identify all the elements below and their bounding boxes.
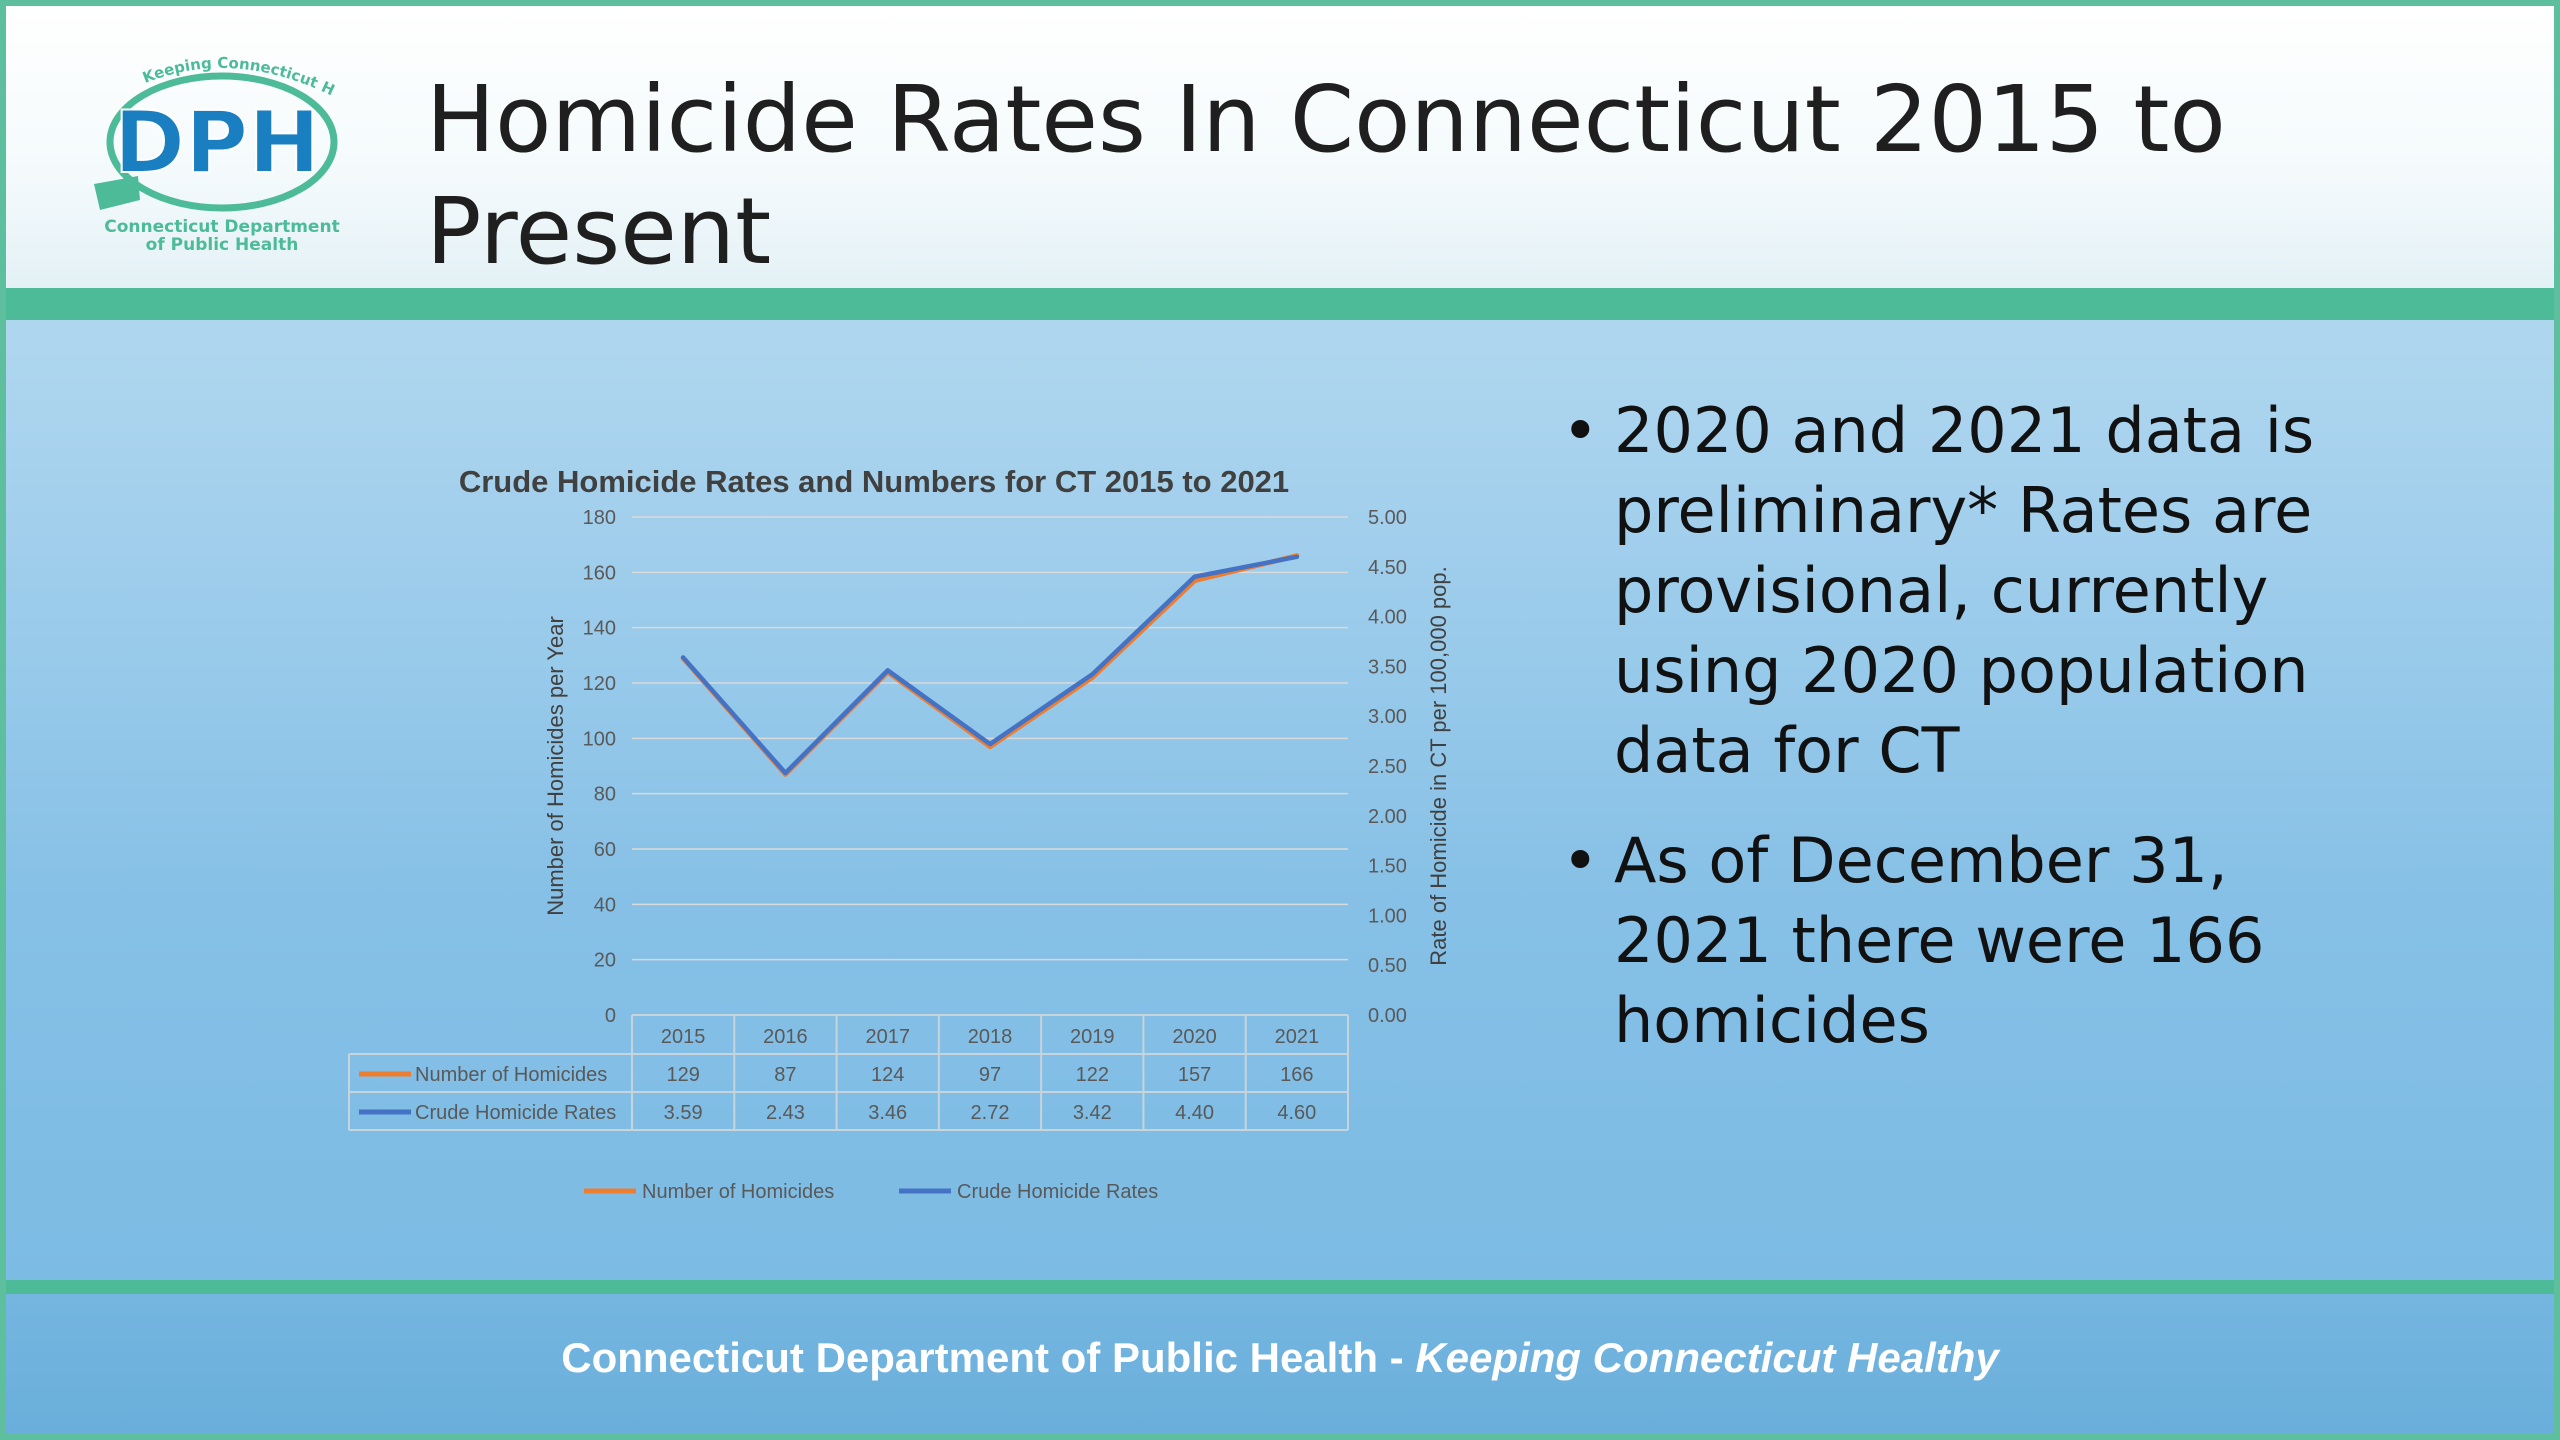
bullet-item: As of December 31, 2021 there were 166 h… <box>1556 821 2376 1061</box>
y-right-tick-label: 0.00 <box>1368 1005 1407 1027</box>
logo-name: DPH <box>114 93 320 193</box>
y-left-tick-label: 80 <box>594 784 616 806</box>
y-right-tick-label: 1.50 <box>1368 856 1407 878</box>
chart-ticks: 0 20 40 60 80 100 120 140 160 180 0.00 0.50 1.00 1.50… <box>583 507 1407 1027</box>
y-right-tick-label: 3.00 <box>1368 706 1407 728</box>
category-label: 2019 <box>1070 1026 1115 1048</box>
table-value: 2.72 <box>971 1102 1010 1124</box>
y-left-tick-label: 100 <box>583 728 616 750</box>
series-line-crude-homicide-rates <box>680 554 1300 776</box>
table-value: 122 <box>1076 1064 1109 1086</box>
table-value: 3.42 <box>1073 1102 1112 1124</box>
table-value: 157 <box>1178 1064 1211 1086</box>
legend-entry: Crude Homicide Rates <box>957 1181 1158 1203</box>
logo-ring <box>106 72 338 212</box>
legend-entry: Number of Homicides <box>642 1181 834 1203</box>
table-value: 97 <box>979 1064 1001 1086</box>
y-left-tick-label: 40 <box>594 894 616 916</box>
table-value: 4.40 <box>1175 1102 1214 1124</box>
y-left-tick-label: 60 <box>594 839 616 861</box>
y-right-tick-label: 1.00 <box>1368 905 1407 927</box>
connecticut-state-icon <box>94 176 140 210</box>
y-right-tick-label: 3.50 <box>1368 656 1407 678</box>
y-right-axis-label: Rate of Homicide in CT per 100,000 pop. <box>1426 566 1451 966</box>
footer-tagline: Keeping Connecticut Healthy <box>1415 1334 1999 1381</box>
slide-title: Homicide Rates In Connecticut 2015 to Pr… <box>426 66 2226 285</box>
y-left-tick-label: 120 <box>583 673 616 695</box>
table-value: 2.43 <box>766 1102 805 1124</box>
footer: Connecticut Department of Public Health … <box>6 1294 2554 1434</box>
y-left-tick-label: 160 <box>583 562 616 584</box>
header: Keeping Connecticut Healthy DPH Connecti… <box>6 6 2554 288</box>
logo-line1: Connecticut Department <box>104 217 339 237</box>
y-left-tick-label: 180 <box>583 507 616 529</box>
chart-lines <box>680 553 1300 777</box>
category-label: 2018 <box>968 1026 1013 1048</box>
footer-separator: - <box>1378 1334 1416 1381</box>
dph-logo: Keeping Connecticut Healthy DPH Connecti… <box>92 50 340 255</box>
slide: Keeping Connecticut Healthy DPH Connecti… <box>6 6 2554 1434</box>
homicide-chart: Crude Homicide Rates and Numbers for CT … <box>348 464 1451 1203</box>
chart-title: Crude Homicide Rates and Numbers for CT … <box>459 464 1289 499</box>
chart-data-table: 2015 2016 2017 2018 2019 2020 2021 Number of Ho… <box>348 1014 1349 1131</box>
y-left-tick-label: 0 <box>605 1005 616 1027</box>
table-series-label: Crude Homicide Rates <box>415 1102 616 1124</box>
y-right-tick-label: 4.50 <box>1368 557 1407 579</box>
table-value: 129 <box>666 1064 699 1086</box>
table-value: 4.60 <box>1277 1102 1316 1124</box>
table-value: 166 <box>1280 1064 1313 1086</box>
category-label: 2015 <box>661 1026 706 1048</box>
logo-line2: of Public Health <box>146 235 299 255</box>
y-right-tick-label: 5.00 <box>1368 507 1407 529</box>
table-value: 3.59 <box>664 1102 703 1124</box>
bullet-item: 2020 and 2021 data is preliminary* Rates… <box>1556 391 2376 791</box>
table-value: 124 <box>871 1064 904 1086</box>
footer-text: Connecticut Department of Public Health … <box>6 1334 2554 1382</box>
y-right-tick-label: 4.00 <box>1368 607 1407 629</box>
category-label: 2021 <box>1275 1026 1320 1048</box>
chart-grid <box>632 516 1348 961</box>
table-value: 3.46 <box>868 1102 907 1124</box>
category-label: 2016 <box>763 1026 808 1048</box>
footer-divider <box>6 1280 2554 1294</box>
y-left-tick-label: 20 <box>594 950 616 972</box>
y-left-axis-label: Number of Homicides per Year <box>543 616 568 916</box>
table-series-label: Number of Homicides <box>415 1064 607 1086</box>
category-label: 2017 <box>865 1026 910 1048</box>
bullet-list: 2020 and 2021 data is preliminary* Rates… <box>1556 391 2376 1091</box>
table-value: 87 <box>774 1064 796 1086</box>
footer-org: Connecticut Department of Public Health <box>561 1334 1378 1381</box>
header-divider <box>6 288 2554 320</box>
chart-legend: Number of Homicides Crude Homicide Rates <box>584 1181 1158 1203</box>
y-left-tick-label: 140 <box>583 618 616 640</box>
category-label: 2020 <box>1172 1026 1217 1048</box>
y-right-tick-label: 0.50 <box>1368 955 1407 977</box>
y-right-tick-label: 2.50 <box>1368 756 1407 778</box>
y-right-tick-label: 2.00 <box>1368 806 1407 828</box>
